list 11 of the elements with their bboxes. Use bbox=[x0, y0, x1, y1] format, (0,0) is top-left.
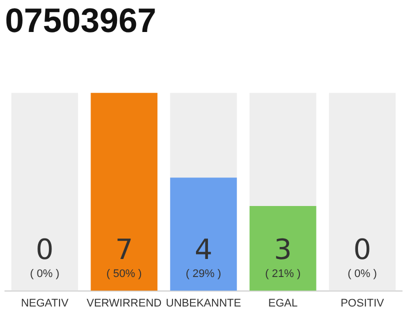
chart-title: 07503967 bbox=[5, 2, 156, 40]
x-tick-label: UNBEKANNTE bbox=[166, 297, 242, 310]
data-label: 3 ( 21% ) bbox=[265, 232, 301, 280]
data-label: 7 ( 50% ) bbox=[106, 232, 142, 280]
x-tick-label: VERWIRREND bbox=[86, 297, 162, 310]
x-tick-label: NEGATIV bbox=[20, 297, 70, 310]
data-label: 0 ( 0% ) bbox=[30, 232, 60, 280]
data-label: 0 ( 0% ) bbox=[348, 232, 377, 280]
x-tick-label: EGAL bbox=[268, 297, 298, 310]
x-tick-label: POSITIV bbox=[340, 297, 385, 310]
data-label: 4 ( 29% ) bbox=[186, 232, 222, 280]
